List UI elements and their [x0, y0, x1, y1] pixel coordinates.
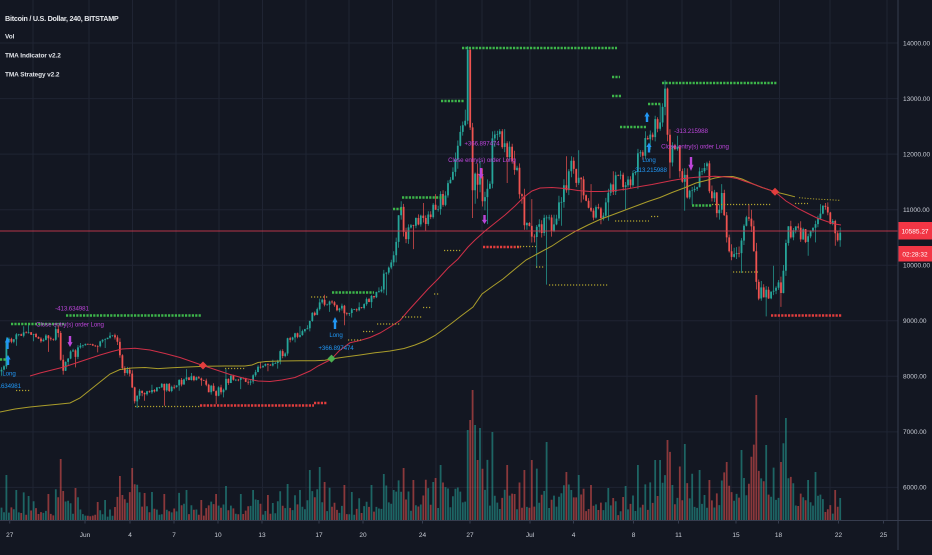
svg-text:Long: Long [329, 332, 343, 339]
svg-text:+366.897474: +366.897474 [464, 141, 500, 148]
svg-text:14000.00: 14000.00 [903, 40, 930, 47]
svg-text:Close entry(s) order Long: Close entry(s) order Long [448, 157, 516, 164]
svg-text:Long: Long [2, 371, 16, 378]
svg-text:+366.897474: +366.897474 [318, 345, 354, 352]
svg-text:25: 25 [880, 532, 888, 539]
svg-text:02:28:32: 02:28:32 [902, 251, 928, 258]
svg-text:13: 13 [258, 532, 266, 539]
svg-text:17: 17 [315, 532, 323, 539]
svg-text:Bitcoin / U.S. Dollar, 240, BI: Bitcoin / U.S. Dollar, 240, BITSTAMP [5, 14, 119, 23]
svg-text:-313.215988: -313.215988 [674, 128, 708, 135]
svg-text:27: 27 [466, 532, 474, 539]
svg-text:9000.00: 9000.00 [903, 318, 927, 325]
svg-text:7000.00: 7000.00 [903, 429, 927, 436]
svg-text:4: 4 [572, 532, 576, 539]
svg-text:TMA Indicator v2.2: TMA Indicator v2.2 [5, 53, 61, 60]
svg-text:7: 7 [172, 532, 176, 539]
svg-text:Jul: Jul [526, 532, 535, 539]
svg-text:Long: Long [642, 157, 656, 164]
svg-text:Vol: Vol [5, 34, 15, 41]
svg-text:24: 24 [419, 532, 427, 539]
svg-text:4: 4 [128, 532, 132, 539]
svg-text:TMA Strategy v2.2: TMA Strategy v2.2 [5, 72, 60, 79]
svg-text:10585.27: 10585.27 [901, 229, 928, 236]
svg-text:-413.634981: -413.634981 [55, 306, 89, 313]
svg-text:27: 27 [6, 532, 14, 539]
svg-text:-413.634981: -413.634981 [0, 383, 22, 390]
svg-text:-313.215988: -313.215988 [633, 167, 667, 174]
svg-text:12000.00: 12000.00 [903, 151, 930, 158]
svg-text:8: 8 [632, 532, 636, 539]
svg-text:6000.00: 6000.00 [903, 485, 927, 492]
svg-text:11: 11 [675, 532, 682, 539]
svg-text:20: 20 [359, 532, 367, 539]
svg-text:Close entry(s) order Long: Close entry(s) order Long [36, 322, 104, 329]
svg-text:11000.00: 11000.00 [903, 207, 930, 214]
svg-text:10000.00: 10000.00 [903, 263, 930, 270]
svg-text:15: 15 [732, 532, 740, 539]
svg-text:22: 22 [835, 532, 843, 539]
svg-text:8000.00: 8000.00 [903, 374, 927, 381]
svg-text:Jun: Jun [80, 532, 91, 539]
svg-text:18: 18 [775, 532, 783, 539]
svg-text:13000.00: 13000.00 [903, 96, 930, 103]
svg-text:Close entry(s) order Long: Close entry(s) order Long [661, 144, 729, 151]
svg-text:10: 10 [214, 532, 222, 539]
